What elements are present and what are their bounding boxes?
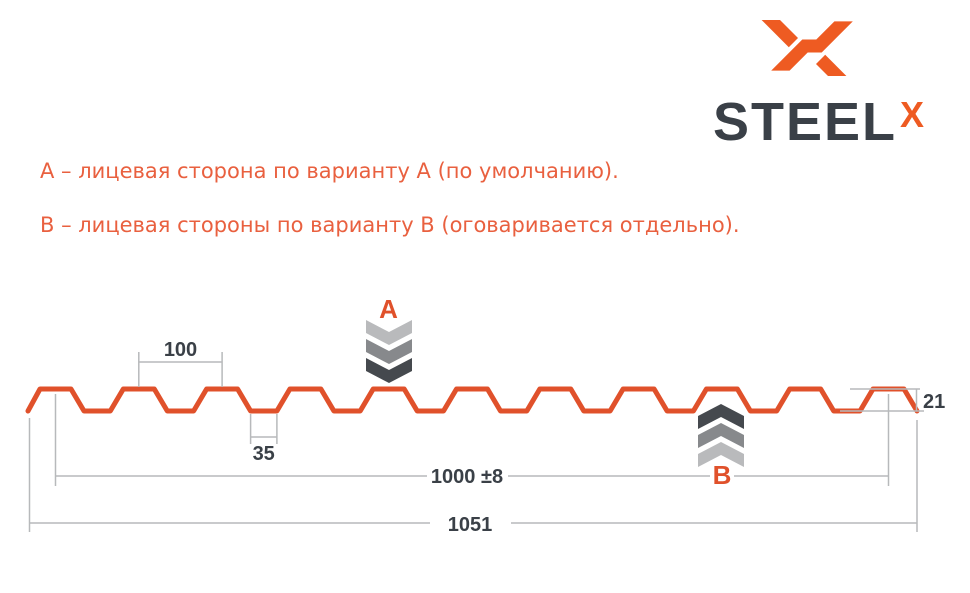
dim-width-label: 1000 ±8 (431, 466, 503, 488)
dim-pitch: 100 (138, 339, 223, 387)
dim-pitch-label: 100 (164, 339, 197, 361)
chevron-down-icon (366, 320, 412, 383)
logo-arm-top-left (762, 20, 799, 48)
note-variant-a: А – лицевая сторона по варианту А (по ум… (40, 159, 619, 183)
marker-a-label: А (379, 294, 398, 324)
note-variant-b: В – лицевая стороны по варианту В (огова… (40, 213, 740, 237)
marker-b: В (698, 404, 744, 490)
profile-outline (25, 386, 920, 414)
dim-total: 1051 (28, 418, 918, 536)
dim-total-label: 1051 (448, 514, 493, 536)
marker-a: А (366, 294, 412, 383)
brand-x-icon (762, 20, 854, 76)
brand-logo: STEELX (713, 14, 924, 149)
marker-b-label: В (713, 460, 732, 490)
dim-valley: 35 (249, 414, 278, 465)
dim-valley-label: 35 (253, 443, 275, 465)
logo-arm-bottom-right (816, 54, 847, 76)
dim-height-label: 21 (923, 391, 945, 413)
brand-wordmark: STEELX (713, 95, 924, 149)
brand-suffix: X (899, 94, 924, 135)
dim-width: 1000 ±8 (54, 394, 890, 488)
logo-ribbon (771, 21, 854, 71)
brand-name: STEEL (712, 92, 897, 152)
dim-height: 21 (840, 388, 945, 413)
chevron-up-icon (698, 404, 744, 467)
